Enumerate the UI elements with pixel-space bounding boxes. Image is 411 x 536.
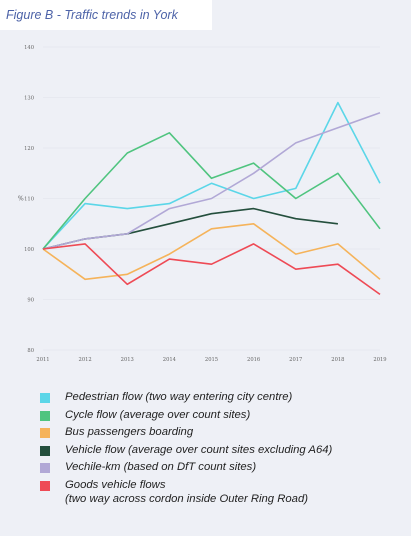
series-line-3 bbox=[42, 223, 381, 281]
x-tick-2015: 2015 bbox=[205, 357, 218, 363]
series-line-4 bbox=[42, 207, 338, 250]
y-tick-100: 100 bbox=[24, 247, 34, 253]
x-tick-2014: 2014 bbox=[163, 357, 177, 363]
legend-label-1: Pedestrian flow (two way entering city c… bbox=[65, 391, 293, 403]
legend-item-5: Vechile-km (based on DfT count sites) bbox=[40, 461, 405, 475]
legend-item-4: Vehicle flow (average over count sites e… bbox=[40, 444, 405, 458]
line-chart: 80 90 100 110 120 130 140 2011 2012 2013 2014 2015… bbox=[18, 45, 387, 363]
x-tick-2017: 2017 bbox=[289, 357, 302, 363]
figure-title: Figure B - Traffic trends in York bbox=[0, 0, 212, 30]
legend-label-5: Vechile-km (based on DfT count sites) bbox=[65, 461, 257, 474]
legend-swatch-2 bbox=[40, 410, 50, 421]
y-tick-130: 130 bbox=[24, 95, 34, 101]
chart-legend: Pedestrian flow (two way entering city c… bbox=[40, 391, 405, 506]
y-tick-labels: 80 90 100 110 120 130 140 bbox=[24, 45, 34, 354]
legend-item-2: Cycle flow (average over count sites) bbox=[40, 409, 405, 423]
y-tick-140: 140 bbox=[24, 45, 34, 51]
legend-swatch-4 bbox=[40, 445, 50, 456]
series-line-1 bbox=[42, 101, 381, 250]
x-tick-2018: 2018 bbox=[331, 357, 344, 363]
chart-grid bbox=[43, 46, 380, 351]
y-tick-90: 90 bbox=[27, 297, 34, 303]
x-tick-2011: 2011 bbox=[36, 357, 49, 363]
x-tick-2013: 2013 bbox=[121, 357, 134, 363]
y-tick-80: 80 bbox=[27, 348, 34, 354]
legend-label-4: Vehicle flow (average over count sites e… bbox=[65, 443, 333, 456]
series-lines bbox=[42, 101, 381, 296]
x-tick-2016: 2016 bbox=[247, 357, 260, 363]
y-tick-110: 110 bbox=[24, 196, 34, 202]
x-tick-2019: 2019 bbox=[373, 357, 386, 363]
legend-item-1: Pedestrian flow (two way entering city c… bbox=[40, 391, 405, 405]
legend-swatch-6 bbox=[40, 480, 50, 491]
legend-label-6: Goods vehicle flows bbox=[65, 478, 166, 491]
x-tick-labels: 2011 2012 2013 2014 2015 2016 2017 2018 2019 bbox=[36, 357, 386, 363]
x-tick-2012: 2012 bbox=[79, 357, 92, 363]
legend-label-6-line2: (two way across cordon inside Outer Ring… bbox=[65, 492, 308, 505]
series-line-5 bbox=[42, 111, 381, 250]
legend-item-3: Bus passengers boarding bbox=[40, 426, 405, 440]
legend-label-3: Bus passengers boarding bbox=[65, 426, 194, 439]
legend-swatch-5 bbox=[40, 463, 50, 474]
legend-swatch-3 bbox=[40, 428, 50, 439]
series-line-6 bbox=[42, 243, 381, 296]
series-line-2 bbox=[42, 132, 381, 250]
legend-label-2: Cycle flow (average over count sites) bbox=[65, 408, 251, 421]
legend-swatch-1 bbox=[40, 393, 50, 403]
y-axis-label: % bbox=[18, 196, 24, 203]
y-tick-120: 120 bbox=[24, 146, 34, 152]
legend-item-6: Goods vehicle flows (two way across cordo… bbox=[40, 479, 405, 506]
